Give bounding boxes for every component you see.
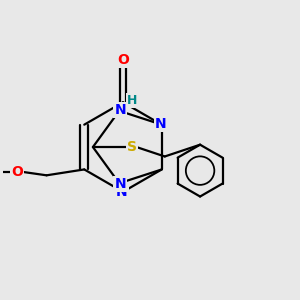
Text: N: N xyxy=(155,117,167,131)
Text: S: S xyxy=(127,140,137,154)
Text: O: O xyxy=(117,53,129,67)
Text: N: N xyxy=(116,185,128,200)
Text: N: N xyxy=(115,103,126,117)
Text: N: N xyxy=(115,177,126,191)
Text: O: O xyxy=(11,165,23,179)
Text: H: H xyxy=(127,94,137,107)
